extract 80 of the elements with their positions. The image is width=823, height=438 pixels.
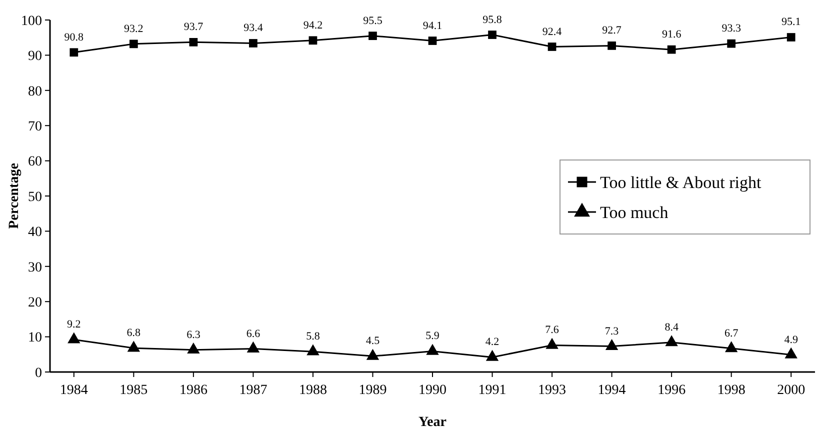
x-tick-label: 2000	[777, 383, 806, 398]
point	[784, 347, 798, 358]
data-label: 9.2	[67, 318, 81, 331]
data-label: 90.8	[64, 31, 84, 44]
y-tick-label: 30	[28, 260, 42, 276]
point	[187, 342, 200, 354]
point	[246, 341, 260, 352]
data-label: 6.3	[186, 328, 201, 341]
point	[667, 45, 676, 54]
x-tick-label: 1996	[658, 383, 686, 398]
data-label: 95.1	[781, 16, 801, 28]
data-label: 91.6	[662, 28, 682, 41]
x-tick-label: 1994	[598, 383, 626, 398]
x-axis-title: Year	[418, 415, 446, 430]
data-label: 6.7	[724, 327, 739, 340]
point	[486, 350, 499, 361]
x-tick-label: 1991	[478, 383, 506, 398]
data-label: 95.8	[482, 14, 502, 26]
point	[546, 338, 558, 349]
data-label: 5.8	[306, 330, 320, 343]
legend-label: Too much	[600, 202, 669, 222]
legend-label: Too little & About right	[600, 172, 762, 192]
y-tick-label: 100	[21, 14, 42, 29]
point	[308, 36, 318, 45]
y-tick-label: 70	[28, 120, 42, 134]
data-label: 4.9	[784, 334, 798, 346]
point	[129, 40, 138, 48]
x-tick-label: 1998	[717, 383, 746, 398]
point	[727, 39, 736, 48]
y-tick-label: 0	[35, 366, 42, 381]
y-tick-label: 40	[28, 225, 42, 240]
x-tick-label: 1993	[538, 383, 566, 398]
data-label: 92.7	[602, 24, 622, 37]
point	[786, 33, 796, 42]
data-label: 93.4	[244, 22, 264, 34]
point	[608, 42, 616, 50]
data-label: 7.3	[604, 325, 620, 338]
data-label: 93.3	[722, 22, 742, 35]
x-tick-label: 1989	[358, 383, 387, 398]
point	[189, 38, 198, 46]
data-label: 94.1	[422, 20, 442, 32]
data-label: 95.5	[363, 14, 383, 27]
point	[249, 39, 258, 48]
point	[426, 344, 439, 355]
point	[724, 341, 738, 352]
data-label: 93.7	[184, 21, 204, 34]
data-label: 4.5	[366, 335, 380, 348]
data-label: 7.6	[545, 324, 560, 336]
point	[605, 338, 618, 350]
data-label: 92.4	[542, 26, 562, 38]
data-label: 94.2	[303, 19, 323, 32]
x-tick-label: 1988	[298, 383, 327, 398]
data-label: 6.8	[126, 327, 142, 340]
data-label: 5.9	[426, 330, 440, 342]
point	[366, 348, 380, 360]
y-axis-title: Percentage	[7, 163, 22, 229]
x-tick-label: 1990	[418, 383, 446, 398]
point	[665, 335, 678, 346]
data-label: 6.6	[246, 328, 261, 340]
x-tick-label: 1986	[179, 383, 208, 398]
point	[68, 332, 80, 344]
x-tick-label: 1987	[239, 383, 268, 398]
point	[127, 340, 140, 352]
point	[368, 32, 377, 40]
point	[70, 48, 78, 57]
point	[428, 36, 437, 45]
x-tick-label: 1985	[120, 383, 148, 398]
point	[488, 30, 496, 39]
y-tick-label: 60	[28, 154, 42, 170]
data-label: 93.2	[124, 22, 144, 35]
x-tick-label: 1984	[60, 383, 88, 398]
y-tick-label: 80	[28, 84, 42, 100]
y-tick-label: 20	[28, 296, 42, 310]
data-label: 8.4	[664, 321, 679, 334]
y-tick-label: 50	[28, 190, 42, 205]
y-tick-label: 10	[28, 330, 42, 346]
point	[548, 42, 556, 51]
y-tick-label: 90	[28, 49, 42, 64]
data-label: 4.2	[485, 336, 500, 348]
point	[306, 344, 320, 356]
